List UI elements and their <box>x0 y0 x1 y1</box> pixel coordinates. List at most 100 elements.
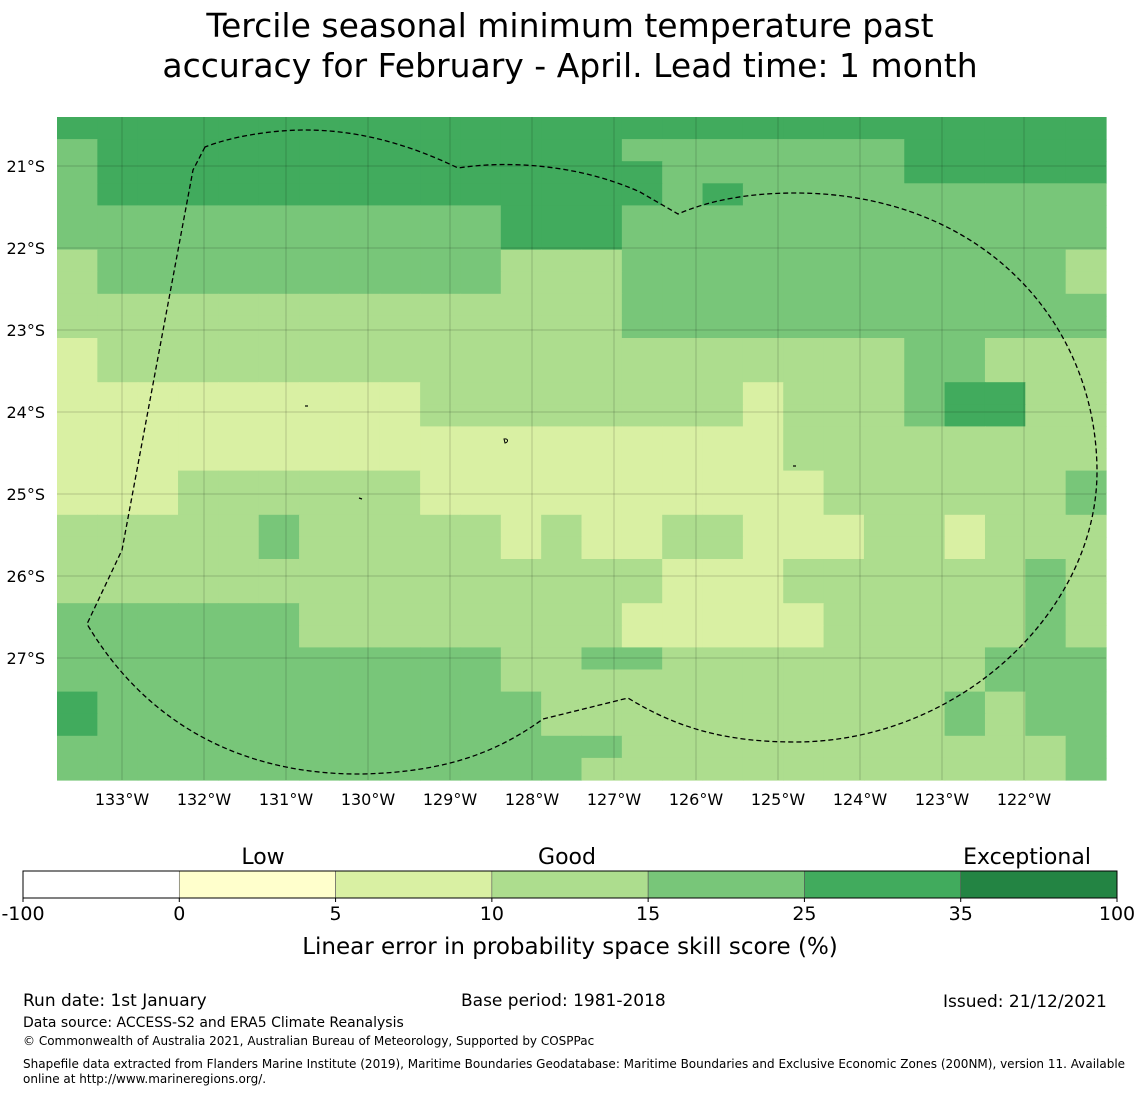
map-cell <box>57 559 98 582</box>
map-cell <box>339 426 380 449</box>
map-cell <box>622 338 663 361</box>
map-cell <box>339 316 380 339</box>
map-cell <box>178 581 219 604</box>
map-cell <box>259 382 300 405</box>
map-cell <box>97 161 138 184</box>
map-cell <box>1025 625 1066 648</box>
map-cell <box>864 647 905 670</box>
map-cell <box>259 493 300 516</box>
map-cell <box>541 603 582 626</box>
map-cell <box>662 559 703 582</box>
map-cell <box>1025 161 1066 184</box>
map-cell <box>824 139 865 162</box>
map-cell <box>138 625 179 648</box>
map-cell <box>1025 692 1066 715</box>
map-cell <box>541 316 582 339</box>
map-cell <box>299 272 340 295</box>
map-cell <box>218 736 259 759</box>
map-cell <box>703 714 744 737</box>
map-cell <box>662 736 703 759</box>
map-cell <box>339 559 380 582</box>
map-cell <box>582 670 623 693</box>
map-cell <box>985 117 1026 140</box>
map-cell <box>178 493 219 516</box>
map-cell <box>622 559 663 582</box>
colorbar-segment <box>648 871 804 898</box>
map-cell <box>97 714 138 737</box>
map-cell <box>97 382 138 405</box>
map-cell <box>218 449 259 472</box>
map-cell <box>339 471 380 494</box>
lon-tick-label: 126°W <box>669 790 724 809</box>
map-cell <box>541 758 582 781</box>
map-cell <box>622 515 663 538</box>
map-cell <box>945 272 986 295</box>
map-cell <box>218 183 259 206</box>
map-cell <box>178 250 219 273</box>
map-cell <box>339 250 380 273</box>
map-cell <box>541 714 582 737</box>
map-cell <box>622 493 663 516</box>
map-cell <box>945 338 986 361</box>
map-cell <box>299 426 340 449</box>
map-cell <box>299 294 340 317</box>
map-cell <box>138 493 179 516</box>
map-cell <box>662 316 703 339</box>
map-cell <box>57 360 98 383</box>
map-cell <box>501 139 542 162</box>
map-cell <box>945 404 986 427</box>
map-cell <box>501 426 542 449</box>
map-cell <box>945 603 986 626</box>
map-cell <box>57 493 98 516</box>
map-cell <box>97 426 138 449</box>
map-cell <box>622 360 663 383</box>
map-cell <box>339 670 380 693</box>
map-cell <box>380 294 421 317</box>
map-cell <box>138 205 179 228</box>
map-cell <box>945 537 986 560</box>
map-cell <box>501 471 542 494</box>
map-cell <box>97 228 138 251</box>
map-cell <box>783 493 824 516</box>
map-cell <box>299 449 340 472</box>
map-cell <box>703 515 744 538</box>
map-cell <box>57 537 98 560</box>
map-cell <box>460 603 501 626</box>
map-cell <box>57 471 98 494</box>
map-cell <box>622 603 663 626</box>
map-cell <box>1066 692 1107 715</box>
map-cell <box>1025 581 1066 604</box>
map-cell <box>1025 205 1066 228</box>
map-cell <box>57 670 98 693</box>
map-cell <box>864 471 905 494</box>
map-cell <box>945 625 986 648</box>
map-cell <box>582 581 623 604</box>
map-cell <box>541 670 582 693</box>
map-cell <box>662 692 703 715</box>
map-cell <box>299 515 340 538</box>
map-cell <box>420 559 461 582</box>
map-cell <box>703 426 744 449</box>
map-cell <box>259 316 300 339</box>
map-cell <box>339 515 380 538</box>
map-cell <box>541 515 582 538</box>
map-cell <box>824 205 865 228</box>
map-cell <box>138 537 179 560</box>
map-cell <box>824 493 865 516</box>
map-cell <box>985 316 1026 339</box>
map-cell <box>1025 493 1066 516</box>
map-cell <box>57 205 98 228</box>
map-cell <box>703 382 744 405</box>
map-cell <box>783 471 824 494</box>
map-cell <box>380 404 421 427</box>
map-cell <box>259 117 300 140</box>
map-cell <box>985 139 1026 162</box>
map-cell <box>380 449 421 472</box>
map-cell <box>864 183 905 206</box>
map-cell <box>1025 404 1066 427</box>
map-cell <box>380 382 421 405</box>
map-cell <box>622 139 663 162</box>
map-cell <box>380 647 421 670</box>
map-cell <box>582 559 623 582</box>
map-cell <box>864 670 905 693</box>
